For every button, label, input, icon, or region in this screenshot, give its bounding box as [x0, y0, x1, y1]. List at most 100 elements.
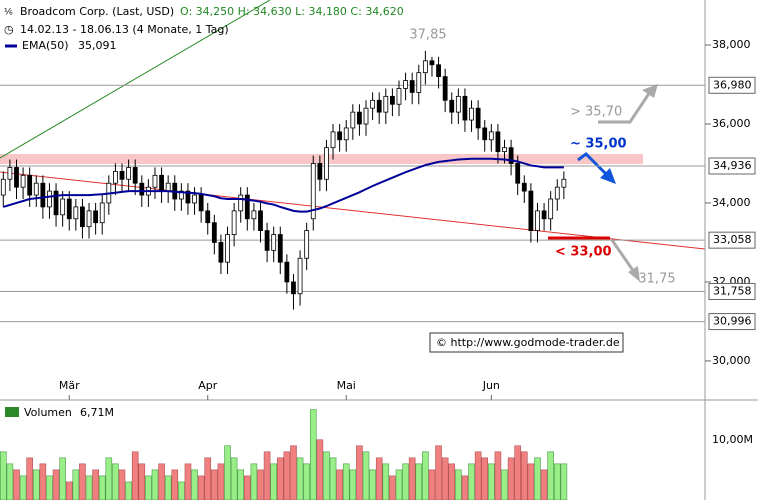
candle-body	[27, 174, 33, 196]
volume-value: 6,71M	[80, 406, 114, 419]
candle-body	[376, 99, 382, 113]
volume-bar	[448, 463, 456, 501]
legend-label: EMA(50)	[22, 39, 69, 52]
arrow-head	[642, 84, 658, 98]
volume-bar	[389, 475, 396, 501]
candle-body	[47, 190, 52, 208]
candle-body	[436, 64, 441, 78]
source-box	[429, 332, 624, 353]
candle-body	[7, 167, 13, 180]
volume-bar	[402, 463, 409, 501]
volume-bar	[85, 475, 93, 501]
candle-body	[317, 163, 323, 180]
volume-bar	[191, 469, 198, 501]
level-box	[708, 282, 756, 300]
candle-body	[521, 182, 527, 192]
y-tick-label: 36,000	[712, 117, 751, 130]
candle-body	[469, 107, 474, 121]
arrow	[598, 91, 652, 124]
candle-body	[132, 167, 138, 184]
volume-bar	[461, 475, 469, 501]
candle-body	[185, 190, 191, 204]
candle-body	[324, 147, 329, 180]
volume-bar	[250, 463, 258, 501]
volume-bar	[560, 463, 568, 501]
volume-bar	[65, 481, 73, 501]
candle-body	[225, 234, 230, 263]
candle-body	[449, 99, 455, 113]
candle-body	[192, 194, 197, 204]
candle-body	[277, 234, 283, 263]
volume-bar	[26, 457, 33, 501]
candle-body	[350, 111, 356, 129]
candle-body	[113, 170, 118, 184]
volume-bar	[507, 457, 515, 501]
level-box	[708, 157, 756, 175]
candle-body	[389, 95, 395, 105]
legend-value: 35,091	[78, 39, 117, 52]
volume-bar	[323, 451, 330, 501]
volume-bar	[296, 457, 304, 501]
candle-body	[337, 131, 343, 141]
candle-body	[383, 95, 389, 113]
candle-body	[284, 261, 290, 283]
volume-bar	[349, 469, 357, 501]
volume-bar	[309, 409, 317, 501]
candle-body	[541, 210, 547, 220]
level-label: 31,758	[713, 284, 752, 297]
x-tick-label: Jun	[482, 379, 500, 392]
volume-bar	[488, 463, 495, 501]
candle-body	[73, 206, 79, 220]
volume-bar	[131, 451, 139, 501]
level-label: 36,980	[713, 78, 752, 91]
candle-body	[99, 202, 105, 224]
volume-bar	[441, 457, 449, 501]
volume-bar	[224, 445, 231, 501]
candle-body	[231, 210, 237, 235]
volume-bar	[540, 469, 548, 501]
candle-body	[488, 131, 494, 141]
volume-bar	[171, 469, 179, 501]
candle-body	[66, 198, 72, 220]
volume-bar	[211, 469, 218, 501]
volume-bar	[257, 469, 264, 501]
candle-body	[455, 95, 461, 113]
level-box	[708, 76, 756, 94]
volume-bar	[158, 463, 165, 501]
volume-bar	[494, 451, 502, 501]
volume-bar	[547, 451, 554, 501]
volume-bar	[164, 475, 172, 501]
volume-bar	[316, 439, 324, 501]
candle-body	[482, 127, 488, 141]
y-tick-label: 30,000	[712, 354, 751, 367]
arrows	[548, 84, 658, 282]
arrow	[610, 239, 636, 273]
volume-bar	[481, 457, 489, 501]
volume-bar	[184, 463, 192, 501]
volume-bar	[375, 457, 383, 501]
ohlc-text: O: 34,250 H: 34,630 L: 34,180 C: 34,620	[180, 5, 404, 18]
level-box	[708, 313, 756, 331]
candle-body	[93, 210, 99, 224]
resistance-band	[0, 154, 643, 164]
candle-body	[475, 107, 481, 129]
volume-bar	[527, 463, 535, 501]
volume-bar	[382, 463, 390, 501]
volume-bar	[303, 463, 310, 501]
volume-bar	[362, 451, 370, 501]
candle-body	[60, 198, 66, 216]
candle-body	[198, 194, 204, 212]
candle-body	[548, 198, 554, 220]
volume-bar	[474, 451, 482, 501]
volume-bar	[105, 457, 113, 501]
candle-body	[330, 131, 336, 149]
candle-body	[211, 222, 217, 243]
trend-line	[0, 0, 271, 159]
volume-bar	[145, 475, 152, 501]
arrow-head	[600, 168, 616, 184]
annotation: > 35,70	[570, 105, 622, 120]
header: ⅙ Broadcom Corp. (Last, USD) O: 34,250 H…	[4, 5, 404, 419]
volume-bar	[6, 463, 14, 501]
